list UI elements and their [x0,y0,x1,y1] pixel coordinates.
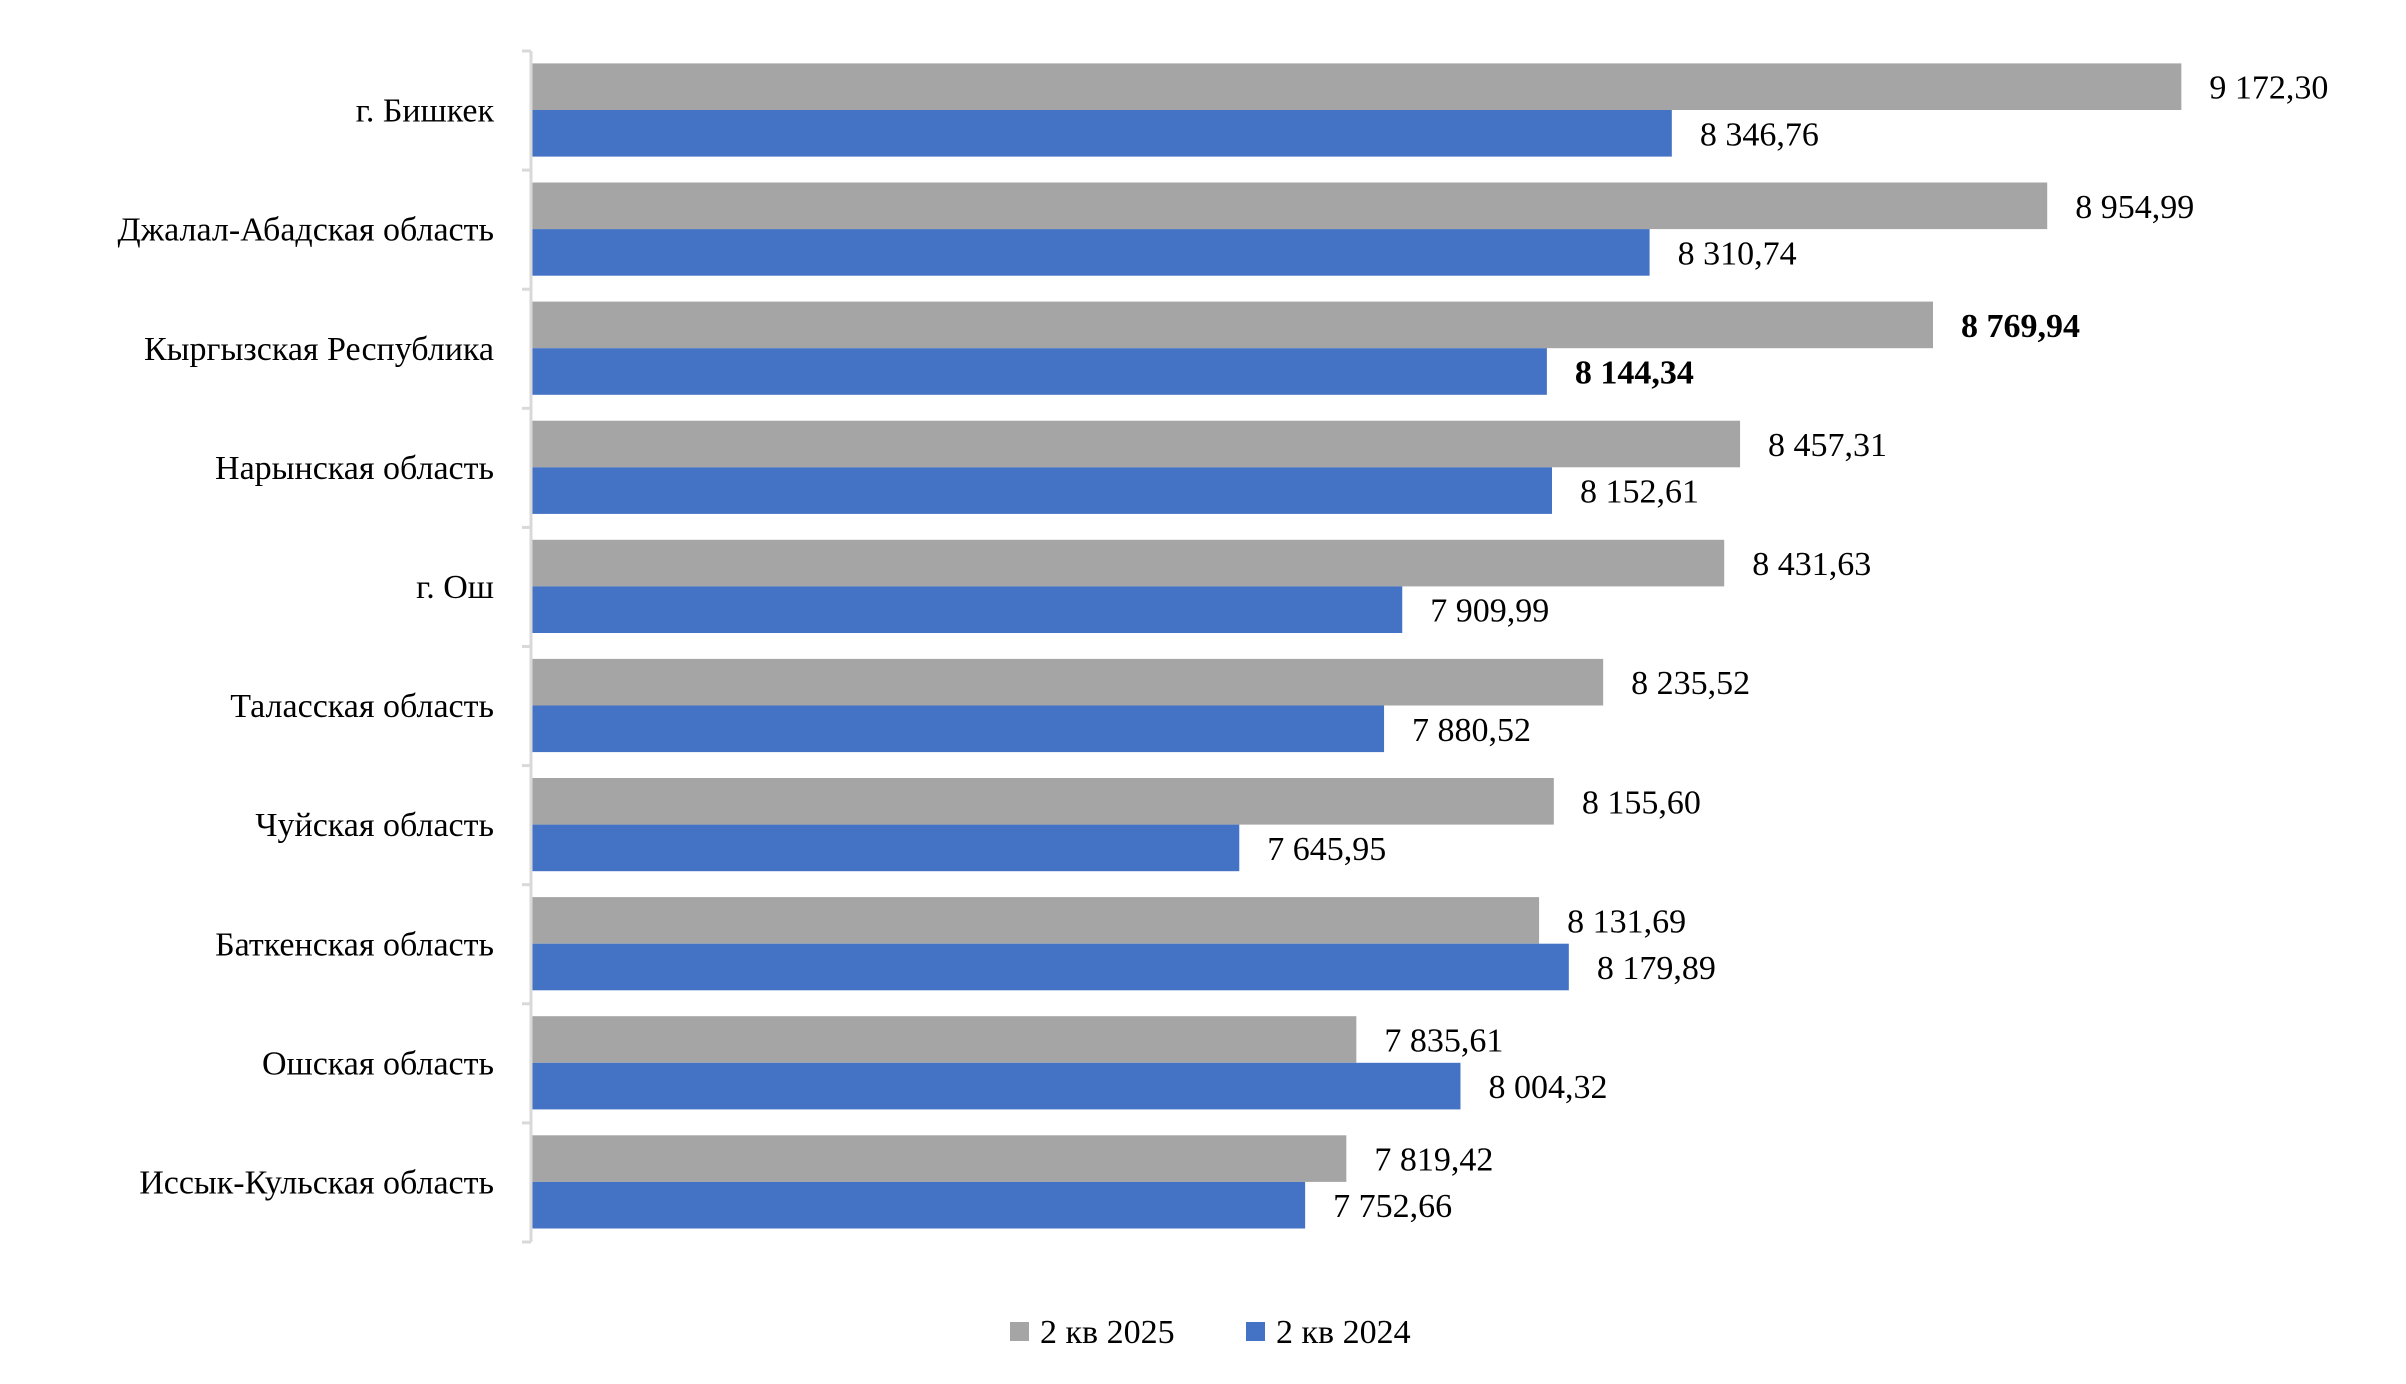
category-label: г. Ош [416,569,494,606]
data-label: 8 144,34 [1575,355,1694,392]
data-label: 8 131,69 [1567,903,1686,940]
data-label: 8 457,31 [1768,427,1887,464]
data-label: 8 152,61 [1580,474,1699,511]
data-label: 8 769,94 [1961,308,2080,345]
category-label: Чуйская область [255,807,494,844]
data-labels: 9 172,30 8 346,76 8 954,99 8 310,74 8 769,94… [1267,70,2328,1225]
bar-2024 [532,705,1385,753]
data-label: 7 645,95 [1267,831,1386,868]
category-label: г. Бишкек [356,93,495,130]
category-label: Баткенская область [215,926,494,963]
data-label: 8 954,99 [2075,189,2194,226]
data-label: 7 819,42 [1374,1142,1493,1179]
bar-2024 [532,110,1672,157]
data-label: 7 909,99 [1430,593,1549,630]
data-label: 9 172,30 [2209,70,2328,107]
bar-2025 [532,63,2182,110]
bar-2024 [532,586,1403,633]
data-label: 8 004,32 [1488,1069,1607,1106]
category-label: Джалал-Абадская область [117,212,494,249]
category-label: Таласская область [230,688,494,725]
bar-2024 [532,943,1569,991]
data-label: 7 835,61 [1384,1023,1503,1060]
category-label: Кыргызская Республика [144,331,494,368]
bar-2025 [532,420,1741,468]
bars-layer [532,63,2182,1229]
legend-swatch [1246,1322,1265,1341]
bar-2024 [532,229,1650,276]
category-axis [522,49,533,1244]
data-label: 7 752,66 [1333,1188,1452,1225]
bar-2025 [532,539,1725,587]
data-label: 7 880,52 [1412,712,1531,749]
category-label: Нарынская область [215,450,494,487]
bar-2024 [532,1062,1461,1110]
bar-2024 [532,1181,1306,1229]
data-label: 8 155,60 [1582,784,1701,821]
data-label: 8 346,76 [1700,116,1819,153]
data-label: 8 310,74 [1678,235,1797,272]
legend-label: 2 кв 2024 [1276,1314,1411,1351]
bar-2024 [532,824,1240,872]
legend-swatch [1010,1322,1029,1341]
bar-2025 [532,182,2048,230]
bar-2025 [532,1016,1357,1063]
bar-2025 [532,301,1934,349]
category-labels: г. Бишкек Джалал-Абадская область Кыргызск… [117,93,494,1202]
data-label: 8 179,89 [1597,950,1716,987]
bar-2025 [532,658,1604,706]
bar-2025 [532,778,1554,825]
category-label: Ошская область [262,1045,494,1082]
legend: 2 кв 2025 2 кв 2024 [1010,1314,1411,1351]
category-label: Иссык-Кульская область [139,1164,494,1201]
data-label: 8 235,52 [1631,665,1750,702]
data-label: 8 431,63 [1752,546,1871,583]
legend-label: 2 кв 2025 [1040,1314,1175,1351]
bar-2024 [532,467,1552,514]
bar-2024 [532,348,1547,395]
bar-2025 [532,1135,1347,1182]
bar-2025 [532,897,1540,944]
